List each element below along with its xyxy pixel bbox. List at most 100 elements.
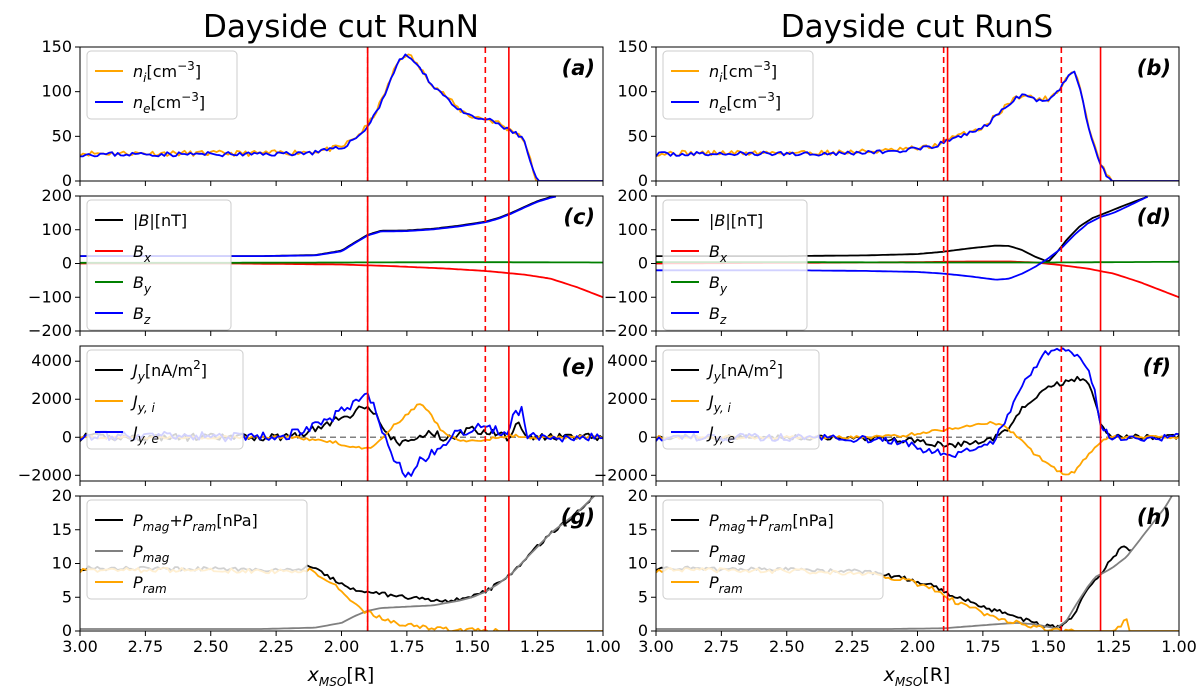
legend-label: Jy[nA/m2] [130, 358, 207, 384]
y-tick-label: −100 [604, 287, 648, 306]
panel-c: −200 −100 0 100 200 |B|[nT] Bx By Bz (c) [28, 186, 604, 340]
y-tick-label: 10 [628, 554, 648, 573]
y-tick-label: 50 [628, 126, 648, 145]
panel-label: (h) [1137, 505, 1171, 529]
panel-label: (d) [1137, 205, 1171, 229]
legend-box [662, 199, 808, 331]
y-tick-label: 2000 [31, 389, 72, 408]
legend-label: Pmag [709, 542, 746, 565]
y-tick-label: 100 [41, 220, 72, 239]
legend-label: Jy, i [130, 392, 156, 415]
title-runn: Dayside cut RunN [203, 9, 479, 45]
panel-label: (e) [562, 355, 595, 379]
legend-label: Pmag [133, 542, 170, 565]
x-axis-label-runs: xMSO[R] [883, 664, 951, 689]
y-tick-label: 20 [52, 486, 72, 505]
y-tick-label: 4000 [607, 351, 648, 370]
series-line-1 [80, 53, 603, 181]
y-tick-label: 100 [617, 220, 648, 239]
legend-label: Jy, e [130, 423, 159, 446]
y-tick-label: 0 [62, 254, 72, 273]
legend-label: ne[cm−3] [709, 90, 781, 116]
x-tick-label: 2.75 [704, 637, 740, 656]
legend-label: By [709, 273, 728, 296]
y-tick-label: 200 [617, 186, 648, 205]
y-tick-label: 100 [41, 82, 72, 101]
panel-b: 0 50 100 150 ni[cm−3] ne[cm−3] (b) [617, 37, 1180, 190]
x-axis-label-unit: [R] [922, 664, 950, 686]
x-tick-label: 1.00 [1161, 637, 1197, 656]
y-tick-label: 4000 [31, 351, 72, 370]
panel-label: (a) [562, 56, 595, 80]
y-tick-label: 100 [617, 82, 648, 101]
x-tick-label: 2.25 [258, 637, 294, 656]
x-tick-label: 3.00 [638, 637, 674, 656]
x-tick-label: 2.75 [128, 637, 164, 656]
legend-label: Bz [709, 304, 727, 327]
x-tick-label: 1.50 [454, 637, 490, 656]
y-tick-label: 0 [638, 171, 648, 190]
panel-a: 0 50 100 150 ni[cm−3] ne[cm−3] (a) [41, 37, 604, 190]
y-tick-label: 0 [638, 427, 648, 446]
x-tick-label: 2.50 [193, 637, 229, 656]
panel-f: −2000 0 2000 4000 Jy[nA/m2] Jy, i Jy, e (f) [594, 345, 1180, 486]
legend-label: Pram [709, 573, 743, 596]
panel-label: (b) [1137, 56, 1171, 80]
legend-box [86, 199, 232, 331]
legend-label: Pram [133, 573, 167, 596]
legend-label: Pmag+Pram[nPa] [133, 511, 258, 534]
legend-box [86, 50, 238, 120]
legend-label: ni[cm−3] [133, 59, 201, 85]
legend-label: Bz [133, 304, 151, 327]
series-line-1 [656, 496, 1173, 630]
legend-label: Jy, e [706, 423, 735, 446]
y-tick-label: −2000 [18, 465, 72, 484]
x-tick-label: 1.75 [965, 637, 1001, 656]
y-tick-label: 2000 [607, 389, 648, 408]
panels: 050100150ni[cm−3]ne[cm−3](a)050100150ni[… [18, 37, 1197, 656]
x-tick-label: 2.50 [769, 637, 805, 656]
legend-label: ni[cm−3] [709, 59, 777, 85]
y-tick-label: 0 [638, 254, 648, 273]
y-tick-label: −100 [28, 287, 72, 306]
panel-label: (c) [563, 205, 595, 229]
y-tick-label: 15 [628, 520, 648, 539]
x-tick-label: 3.00 [62, 637, 98, 656]
x-axis-label-sub: MSO [895, 675, 922, 689]
y-tick-label: 150 [41, 37, 72, 56]
y-tick-label: 20 [628, 486, 648, 505]
series-line-1 [80, 496, 596, 630]
legend-label: ne[cm−3] [133, 90, 205, 116]
legend-label: |B|[nT] [709, 211, 763, 230]
y-tick-label: 0 [62, 621, 72, 640]
series-line-1 [656, 70, 1179, 181]
x-axis-label-runn: xMSO[R] [307, 664, 375, 689]
legend-label: Jy[nA/m2] [706, 358, 783, 384]
panel-label: (g) [561, 505, 595, 529]
y-tick-label: 200 [41, 186, 72, 205]
y-tick-label: 5 [62, 587, 72, 606]
legend-label: Pmag+Pram[nPa] [709, 511, 834, 534]
y-tick-label: 150 [617, 37, 648, 56]
x-tick-label: 1.25 [520, 637, 556, 656]
panel-g: 0 5 10 15 20 3.00 2.75 2.50 2.25 2.00 1.75 1.50 1.25… [52, 486, 621, 656]
plot-area [80, 53, 603, 181]
x-tick-label: 1.50 [1030, 637, 1066, 656]
y-tick-label: 10 [52, 554, 72, 573]
x-tick-label: 1.00 [585, 637, 621, 656]
x-axis-label-main: x [883, 664, 896, 686]
panel-d: −200 −100 0 100 200 |B|[nT] Bx By Bz (d) [604, 186, 1180, 340]
legend-box [86, 499, 308, 600]
x-tick-label: 2.25 [834, 637, 870, 656]
legend-label: Bx [709, 242, 728, 265]
y-tick-label: −200 [28, 321, 72, 340]
legend-label: Jy, i [706, 392, 732, 415]
series-line-0 [80, 53, 603, 181]
legend-box [662, 499, 884, 600]
y-tick-label: 5 [638, 587, 648, 606]
x-axis-label-unit: [R] [346, 664, 374, 686]
x-tick-label: 2.00 [900, 637, 936, 656]
y-tick-label: 50 [52, 126, 72, 145]
x-axis-label-main: x [307, 664, 320, 686]
